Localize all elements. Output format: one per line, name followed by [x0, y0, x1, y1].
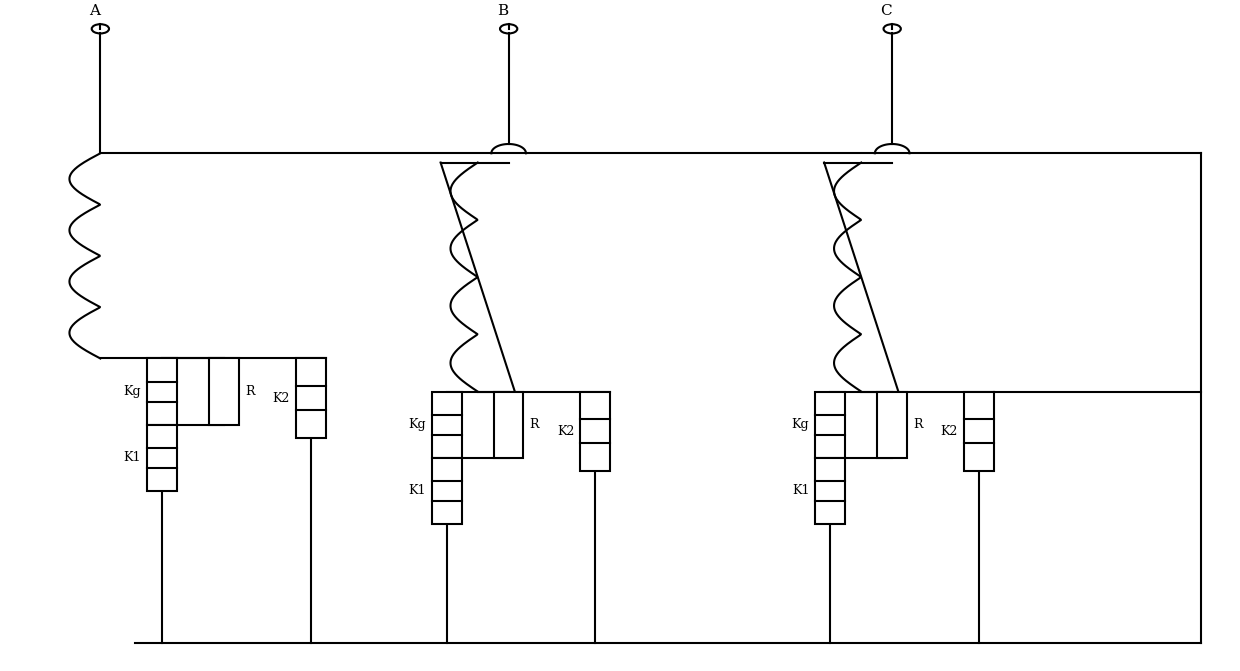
Bar [432, 392, 461, 458]
Text: K2: K2 [940, 425, 957, 437]
Bar [148, 425, 177, 491]
Bar [816, 392, 846, 458]
Bar [494, 392, 523, 458]
Text: K2: K2 [557, 425, 574, 437]
Text: K1: K1 [408, 484, 425, 497]
Bar [296, 358, 326, 438]
Bar [878, 392, 906, 458]
Text: K1: K1 [124, 452, 141, 464]
Text: Kg: Kg [408, 418, 425, 431]
Text: Kg: Kg [791, 418, 810, 431]
Bar [963, 392, 993, 471]
Text: Kg: Kg [124, 385, 141, 398]
Bar [816, 458, 846, 524]
Text: C: C [880, 3, 892, 17]
Bar [580, 392, 610, 471]
Text: R: R [246, 385, 254, 398]
Text: A: A [89, 3, 99, 17]
Text: B: B [497, 3, 508, 17]
Text: K2: K2 [273, 392, 290, 405]
Text: R: R [913, 418, 923, 431]
Bar [148, 358, 177, 425]
Text: R: R [529, 418, 539, 431]
Bar [210, 358, 239, 425]
Bar [432, 458, 461, 524]
Text: K1: K1 [792, 484, 810, 497]
